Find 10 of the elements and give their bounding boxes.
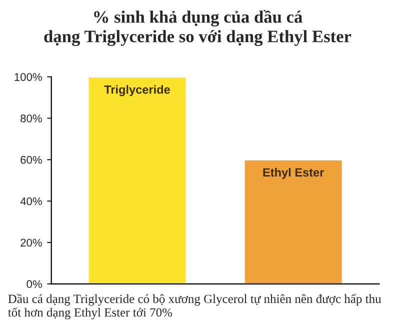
y-tick-label: 40% bbox=[20, 197, 42, 206]
x-tick-label: Triglyceride bbox=[104, 85, 170, 96]
y-tick-label: 20% bbox=[20, 238, 42, 247]
y-tick-label: 80% bbox=[20, 114, 42, 122]
y-tick-label: 60% bbox=[20, 156, 42, 164]
y-tick-label: 0% bbox=[26, 280, 42, 288]
chart-title: % sinh khả dụng của dầu cá dạng Triglyceride so với dạng Ethyl Ester bbox=[44, 10, 352, 46]
y-tick-label: 100% bbox=[14, 73, 42, 81]
x-tick-label: Ethyl Ester bbox=[263, 168, 324, 179]
text: Dầu cá dạng Triglyceride có bộ xương Glycerol tự nhiên nên được hấp thu tốt hơn dạng Ethyl Ester tới 70% bbox=[8, 294, 382, 320]
